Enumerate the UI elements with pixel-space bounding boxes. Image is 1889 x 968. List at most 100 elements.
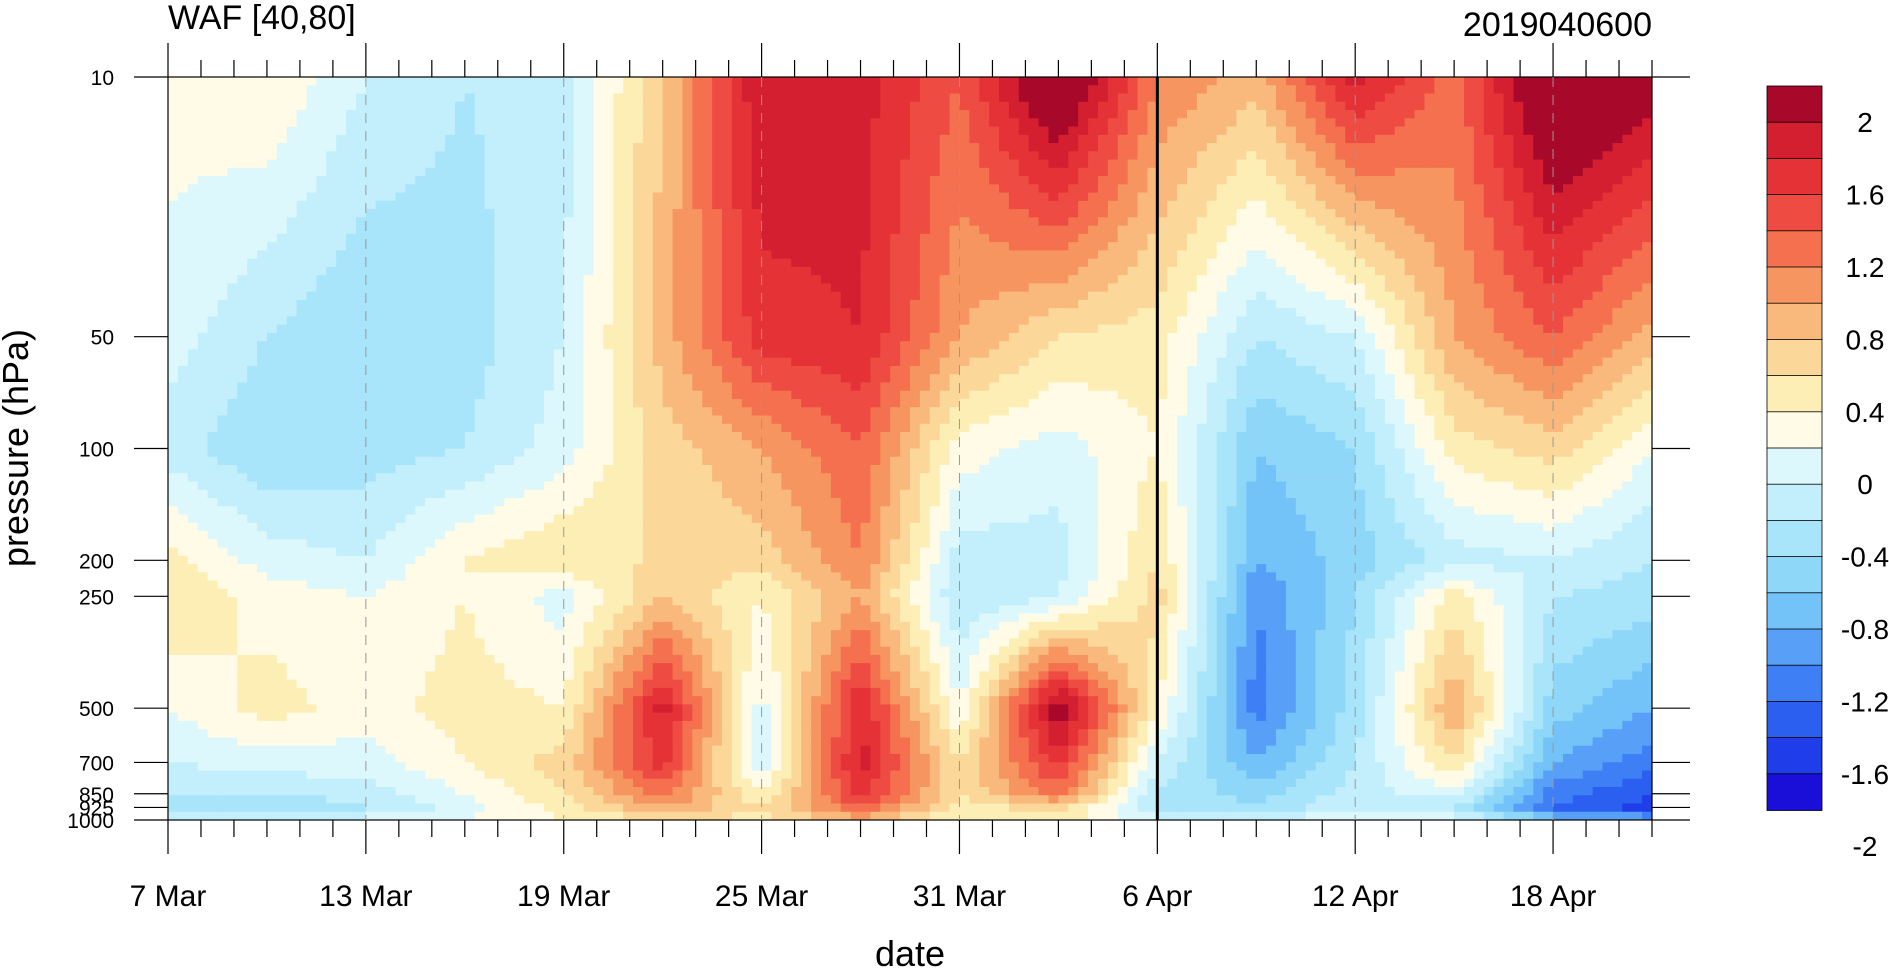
field-cell <box>316 93 327 103</box>
field-cell <box>266 481 278 491</box>
field-cell <box>336 489 347 499</box>
field-cell <box>365 349 377 359</box>
field-cell <box>237 630 248 639</box>
field-cell <box>187 522 199 532</box>
field-cell <box>336 77 347 86</box>
field-cell <box>207 291 219 301</box>
field-cell <box>583 514 595 524</box>
field-cell <box>286 118 298 128</box>
field-cell <box>543 200 555 210</box>
field-cell <box>553 671 565 681</box>
field-cell <box>306 398 317 408</box>
field-cell <box>682 588 693 598</box>
field-cell <box>623 654 634 664</box>
field-cell <box>464 176 476 185</box>
field-cell <box>257 440 268 450</box>
field-cell <box>603 646 614 656</box>
field-cell <box>326 407 337 417</box>
field-cell <box>583 316 595 326</box>
field-cell <box>346 671 357 681</box>
field-cell <box>365 184 377 194</box>
field-cell <box>266 737 278 747</box>
field-cell <box>464 597 476 606</box>
field-cell <box>534 349 545 359</box>
field-cell <box>227 266 238 276</box>
field-cell <box>395 200 407 210</box>
field-cell <box>316 770 327 780</box>
field-cell <box>652 299 664 309</box>
field-cell <box>534 786 545 796</box>
field-cell <box>454 465 466 474</box>
field-cell <box>306 605 317 615</box>
field-cell <box>276 85 288 95</box>
field-cell <box>514 762 525 772</box>
field-cell <box>712 233 723 243</box>
field-cell <box>573 192 585 202</box>
field-cell <box>632 580 644 590</box>
field-cell <box>346 275 357 284</box>
field-cell <box>583 646 595 656</box>
field-cell <box>346 539 357 549</box>
field-cell <box>445 332 456 342</box>
field-cell <box>197 332 209 342</box>
field-cell <box>346 93 357 103</box>
field-cell <box>583 151 595 161</box>
field-cell <box>217 597 228 606</box>
field-cell <box>217 646 228 656</box>
field-cell <box>355 671 367 681</box>
field-cell <box>514 539 525 549</box>
field-cell <box>702 382 713 392</box>
field-cell <box>425 184 436 194</box>
field-cell <box>682 159 693 169</box>
field-cell <box>484 176 496 185</box>
field-cell <box>553 704 565 714</box>
field-cell <box>187 192 199 202</box>
field-cell <box>553 118 565 128</box>
field-cell <box>712 308 723 318</box>
field-cell <box>247 110 258 119</box>
field-cell <box>454 448 466 458</box>
field-cell <box>445 407 456 417</box>
field-cell <box>286 786 298 796</box>
field-cell <box>435 498 446 507</box>
field-cell <box>306 630 317 639</box>
field-cell <box>474 514 486 524</box>
field-cell <box>474 134 486 144</box>
field-cell <box>563 514 575 524</box>
field-cell <box>316 415 327 425</box>
field-cell <box>276 365 288 375</box>
field-cell <box>247 283 258 293</box>
field-cell <box>395 365 407 375</box>
field-cell <box>217 85 228 95</box>
field-cell <box>336 506 347 516</box>
field-cell <box>712 134 723 144</box>
field-cell <box>395 93 407 103</box>
field-cell <box>613 687 624 697</box>
field-cell <box>712 110 723 119</box>
field-cell <box>346 696 357 706</box>
field-cell <box>494 167 505 177</box>
field-cell <box>662 663 674 672</box>
field-cell <box>445 299 456 309</box>
field-cell <box>702 687 713 697</box>
field-cell <box>494 795 505 805</box>
field-cell <box>257 225 268 235</box>
field-cell <box>405 316 416 326</box>
field-cell <box>514 225 525 235</box>
field-cell <box>326 498 337 507</box>
field-cell <box>543 308 555 318</box>
field-cell <box>286 134 298 144</box>
field-cell <box>494 555 505 565</box>
field-cell <box>474 456 486 466</box>
field-cell <box>445 786 456 796</box>
field-cell <box>405 134 416 144</box>
field-cell <box>425 349 436 359</box>
field-cell <box>702 613 713 623</box>
field-cell <box>286 357 298 367</box>
field-cell <box>355 118 367 128</box>
field-cell <box>415 580 426 590</box>
field-cell <box>296 506 308 516</box>
field-cell <box>672 720 684 730</box>
field-cell <box>365 597 377 606</box>
field-cell <box>652 630 664 639</box>
